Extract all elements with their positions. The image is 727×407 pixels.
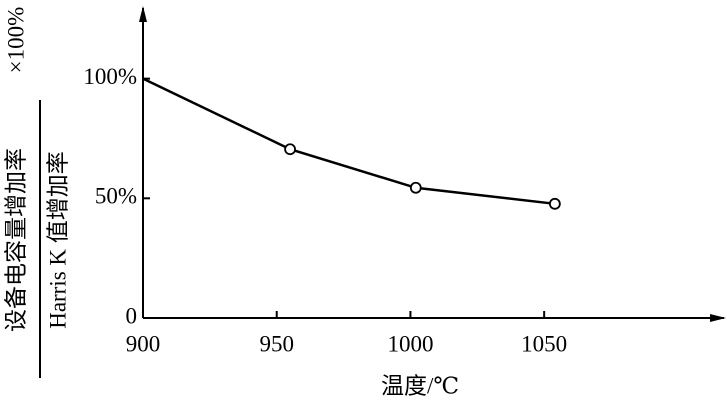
y-axis-arrow <box>139 6 147 22</box>
x-label: 温度/℃ <box>381 373 459 398</box>
line <box>142 77 556 206</box>
y-label-numerator: 设备电容量增加率 <box>3 148 28 332</box>
x-tick-label: 900 <box>126 331 161 356</box>
x-tick-label: 950 <box>259 331 294 356</box>
marker <box>409 181 422 194</box>
y-tick-label: 0 <box>126 303 138 328</box>
y-label: 设备电容量增加率 Harris K 值增加率 ×100% <box>3 7 70 378</box>
x-tick-label: 1000 <box>387 331 433 356</box>
y-tick-label: 100% <box>83 64 137 89</box>
x-axis-arrow <box>710 314 726 322</box>
y-tick-label: 50% <box>95 184 137 209</box>
marker <box>548 197 561 210</box>
marker <box>284 143 296 156</box>
y-label-denominator: Harris K 值增加率 <box>45 151 70 329</box>
y-label-multiplier: ×100% <box>3 7 28 74</box>
x-tick-label: 1050 <box>521 331 567 356</box>
